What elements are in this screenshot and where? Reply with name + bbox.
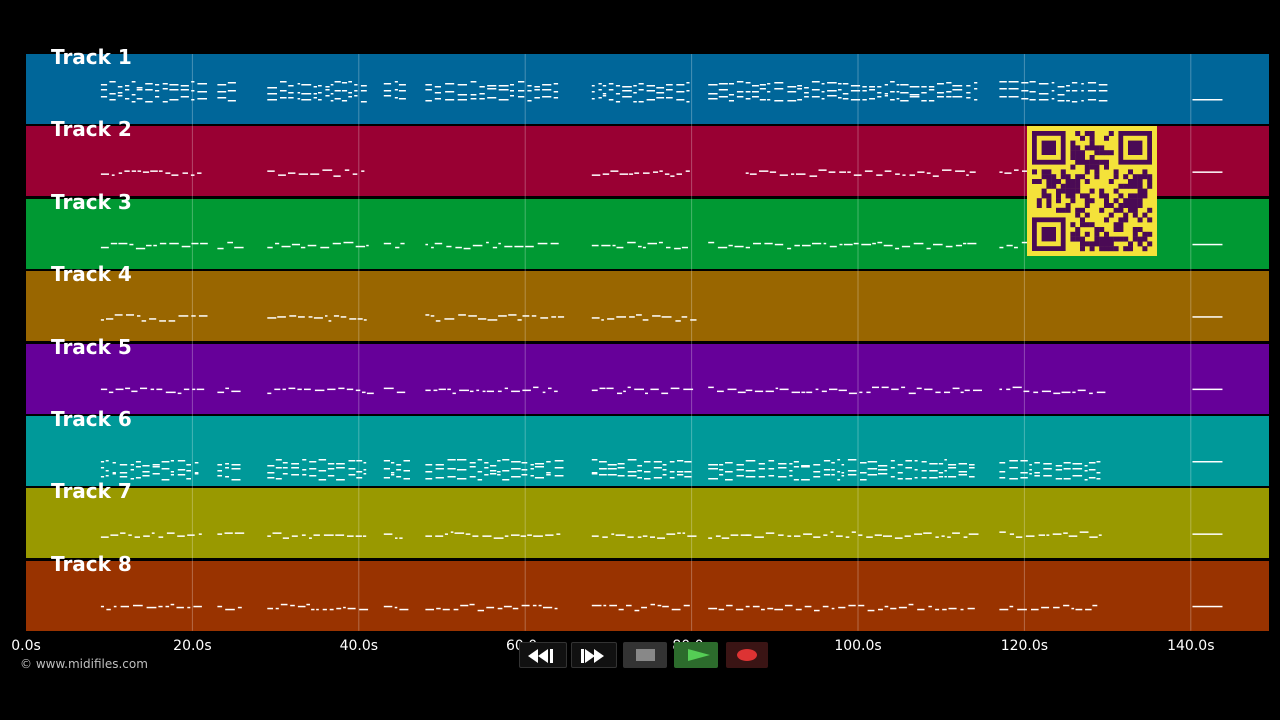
track-label-5: Track 5 [51, 334, 132, 359]
track-label-8: Track 8 [51, 551, 132, 576]
time-tick-label: 120.0s [1000, 638, 1049, 654]
time-tick-label: 140.0s [1167, 638, 1215, 654]
track-label-4: Track 4 [51, 262, 132, 287]
track-lane-8 [26, 560, 1269, 631]
track-lane-7 [26, 488, 1269, 559]
record-icon [737, 649, 757, 661]
qr-code [1027, 126, 1157, 256]
stop-button[interactable] [623, 642, 667, 668]
copyright-text: © www.midifiles.com [20, 657, 148, 671]
rewind-button[interactable] [519, 642, 567, 668]
track-lane-1 [26, 54, 1269, 124]
play-button[interactable] [674, 642, 718, 668]
fast-forward-icon [581, 649, 604, 663]
track-lane-6 [26, 416, 1269, 486]
track-label-1: Track 1 [51, 45, 132, 69]
time-tick-label: 20.0s [173, 638, 212, 654]
track-lane-5 [26, 343, 1269, 414]
track-label-6: Track 6 [51, 407, 132, 431]
track-label-2: Track 2 [51, 117, 132, 142]
qr-code-icon [1032, 131, 1153, 252]
time-tick-label: 100.0s [834, 638, 882, 654]
play-icon [688, 649, 710, 661]
track-label-7: Track 7 [51, 479, 132, 504]
record-button[interactable] [726, 642, 768, 668]
transport-controls [511, 642, 769, 668]
time-tick-label: 40.0s [339, 638, 379, 654]
track-label-3: Track 3 [51, 189, 132, 214]
rewind-icon [528, 649, 553, 663]
time-tick-label: 0.0s [11, 638, 41, 654]
stop-icon [636, 649, 655, 661]
track-lane-4 [26, 271, 1269, 342]
fast-forward-button[interactable] [571, 642, 617, 668]
